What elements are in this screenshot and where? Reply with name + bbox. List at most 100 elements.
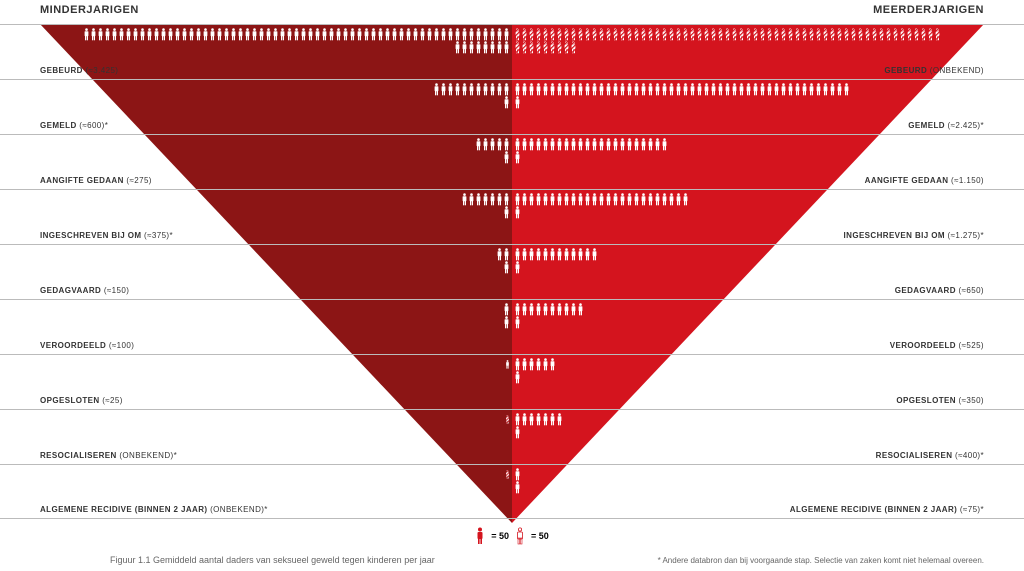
person-icon <box>521 193 528 206</box>
person-icon <box>780 83 787 96</box>
person-icon <box>514 371 521 384</box>
person-icon-striped <box>598 28 605 41</box>
row-label-right: GEDAGVAARD (≈650) <box>895 286 984 295</box>
person-icon <box>570 248 577 261</box>
person-icon-striped <box>619 28 626 41</box>
person-icon-striped <box>710 28 717 41</box>
person-icon <box>738 83 745 96</box>
person-icon-striped <box>920 28 927 41</box>
person-icon <box>598 193 605 206</box>
person-icon-striped <box>759 28 766 41</box>
row-icons-left <box>498 303 512 329</box>
row-icons-right <box>512 193 694 219</box>
person-icon <box>570 83 577 96</box>
person-icon-striped <box>528 41 535 54</box>
person-icon <box>230 28 237 41</box>
row-label-right: GEBEURD (ONBEKEND) <box>884 66 984 75</box>
person-icon <box>640 193 647 206</box>
person-icon-striped <box>640 28 647 41</box>
person-icon <box>496 83 503 96</box>
person-icon <box>605 83 612 96</box>
person-icon <box>514 261 521 274</box>
person-icon-striped <box>696 28 703 41</box>
row-icons-right <box>512 83 855 109</box>
row-label-right: ALGEMENE RECIDIVE (BINNEN 2 JAAR) (≈75)* <box>790 505 984 514</box>
person-icon <box>440 83 447 96</box>
person-icon <box>759 83 766 96</box>
row-icons-left <box>491 248 512 274</box>
person-icon <box>731 83 738 96</box>
person-icon <box>591 83 598 96</box>
person-icon <box>167 28 174 41</box>
person-icon <box>482 28 489 41</box>
person-icon <box>829 83 836 96</box>
person-icon-striped <box>927 28 934 41</box>
person-icon <box>132 28 139 41</box>
person-icon <box>528 138 535 151</box>
person-icon <box>787 83 794 96</box>
person-icon <box>279 28 286 41</box>
person-icon <box>265 28 272 41</box>
person-icon <box>377 28 384 41</box>
person-icon <box>577 83 584 96</box>
person-icon <box>454 28 461 41</box>
row-label-left: VEROORDEELD (≈100) <box>40 341 134 350</box>
person-icon-striped <box>773 28 780 41</box>
person-icon-striped <box>843 28 850 41</box>
person-icon-striped <box>934 28 941 41</box>
person-icon-striped <box>871 28 878 41</box>
person-icon-striped <box>794 28 801 41</box>
person-icon <box>433 28 440 41</box>
person-icon <box>563 193 570 206</box>
person-icon <box>528 413 535 426</box>
person-icon-striped <box>829 28 836 41</box>
funnel-row: AANGIFTE GEDAAN (≈275)AANGIFTE GEDAAN (≈… <box>0 134 1024 189</box>
person-icon <box>447 83 454 96</box>
row-label-left: RESOCIALISEREN (ONBEKEND)* <box>40 451 177 460</box>
header-right: MEERDERJARIGEN <box>873 4 984 20</box>
person-icon <box>272 28 279 41</box>
person-icon <box>535 193 542 206</box>
person-icon <box>514 468 521 481</box>
person-icon-striped <box>570 28 577 41</box>
person-icon <box>647 83 654 96</box>
person-icon <box>654 193 661 206</box>
person-icon <box>475 41 482 54</box>
person-icon-solid <box>475 527 485 545</box>
person-icon <box>118 28 125 41</box>
person-icon <box>489 28 496 41</box>
person-icon <box>482 83 489 96</box>
person-icon <box>489 138 496 151</box>
person-icon <box>468 83 475 96</box>
person-icon <box>675 193 682 206</box>
person-icon <box>482 193 489 206</box>
person-icon-striped <box>505 468 510 481</box>
row-icons-right <box>512 413 568 439</box>
person-icon <box>461 83 468 96</box>
person-icon <box>626 83 633 96</box>
person-icon-striped <box>584 28 591 41</box>
person-icon <box>496 193 503 206</box>
person-icon <box>391 28 398 41</box>
person-icon-striped <box>549 28 556 41</box>
header: MINDERJARIGEN MEERDERJARIGEN <box>0 4 1024 20</box>
person-icon <box>633 193 640 206</box>
person-icon-striped <box>724 28 731 41</box>
person-icon-striped <box>556 28 563 41</box>
person-icon-striped <box>535 28 542 41</box>
person-icon-outline <box>515 527 525 545</box>
person-icon <box>514 316 521 329</box>
funnel-row: OPGESLOTEN (≈25)OPGESLOTEN (≈350) <box>0 354 1024 409</box>
person-icon <box>244 28 251 41</box>
row-icons-left <box>505 358 512 371</box>
person-icon-striped <box>815 28 822 41</box>
person-icon <box>535 303 542 316</box>
person-icon <box>293 28 300 41</box>
person-icon <box>209 28 216 41</box>
person-icon <box>426 28 433 41</box>
person-icon <box>647 193 654 206</box>
infographic-container: { "header": { "left": "MINDERJARIGEN", "… <box>0 0 1024 571</box>
person-icon-striped <box>535 41 542 54</box>
person-icon <box>461 41 468 54</box>
person-icon <box>514 83 521 96</box>
